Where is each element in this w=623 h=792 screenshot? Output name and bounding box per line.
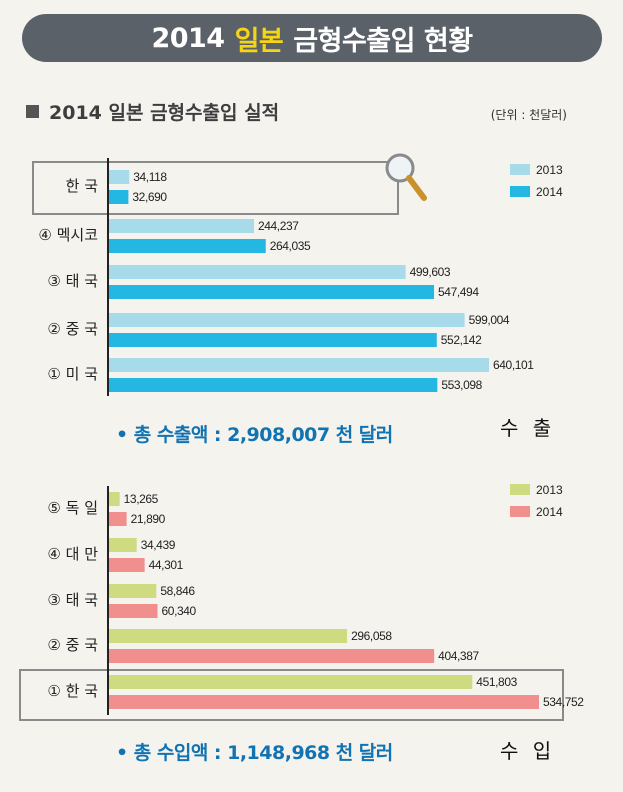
bar-2013 [109, 265, 406, 279]
category-label: 한 국 [66, 177, 99, 195]
bar-2014 [109, 239, 266, 253]
bar-2014 [109, 333, 437, 347]
bar-2013 [109, 492, 120, 506]
legend-label: 2014 [536, 185, 563, 199]
banner-year: 2014 [151, 22, 225, 54]
bar-value-label: 58,846 [160, 584, 195, 598]
bar-value-label: 296,058 [351, 629, 392, 643]
bar-2013 [109, 313, 465, 327]
bar-value-label: 499,603 [410, 265, 451, 279]
bar-value-label: 599,004 [469, 313, 510, 327]
banner-subject: 금형수출입 현황 [293, 25, 473, 57]
category-label: ① 미 국 [47, 365, 98, 383]
highlight-box [19, 669, 564, 721]
legend-label: 2014 [536, 505, 563, 519]
bar-value-label: 451,803 [476, 675, 517, 689]
bar-2013 [109, 170, 130, 184]
bar-value-label: 13,265 [124, 492, 159, 506]
legend-label: 2013 [536, 483, 563, 497]
import-total: • 총 수입액 : 1,148,968 천 달러 [116, 742, 393, 764]
category-label: ② 중 국 [47, 636, 98, 654]
bar-value-label: 404,387 [438, 649, 479, 663]
bar-2014 [109, 378, 438, 392]
bar-2013 [109, 358, 489, 372]
legend-swatch [510, 484, 530, 495]
bar-value-label: 553,098 [441, 378, 482, 392]
bar-value-label: 534,752 [543, 695, 584, 709]
square-bullet-icon [26, 105, 39, 118]
bar-value-label: 34,439 [141, 538, 176, 552]
category-label: ③ 태 국 [47, 272, 98, 290]
category-label: ② 중 국 [47, 320, 98, 338]
legend-swatch [510, 186, 530, 197]
legend-swatch [510, 164, 530, 175]
highlight-box [32, 161, 399, 215]
bar-value-label: 244,237 [258, 219, 299, 233]
category-label: ① 한 국 [47, 682, 98, 700]
bar-value-label: 60,340 [162, 604, 197, 618]
section-heading: 2014 일본 금형수출입 실적 [26, 98, 279, 125]
bar-value-label: 21,890 [131, 512, 166, 526]
banner-country: 일본 [234, 25, 284, 57]
bar-value-label: 552,142 [441, 333, 482, 347]
bar-value-label: 44,301 [149, 558, 184, 572]
bar-2013 [109, 675, 473, 689]
title-banner: 2014 일본 금형수출입 현황 [22, 14, 602, 62]
category-label: ④ 멕시코 [38, 226, 98, 244]
unit-label: (단위 : 천달러) [490, 108, 567, 122]
bar-value-label: 34,118 [133, 170, 167, 184]
bar-2014 [109, 512, 127, 526]
bar-2014 [109, 285, 435, 299]
bar-2013 [109, 584, 157, 598]
bar-2013 [109, 219, 254, 233]
bar-2014 [109, 695, 539, 709]
export-total: • 총 수출액 : 2,908,007 천 달러 [116, 424, 393, 446]
legend-label: 2013 [536, 163, 563, 177]
bar-value-label: 640,101 [493, 358, 534, 372]
bar-2014 [109, 558, 145, 572]
bar-value-label: 264,035 [270, 239, 311, 253]
section-title: 2014 일본 금형수출입 실적 [49, 102, 280, 124]
bar-value-label: 32,690 [132, 190, 167, 204]
category-label: ④ 대 만 [47, 545, 98, 563]
bar-value-label: 547,494 [438, 285, 479, 299]
magnifier-icon [385, 153, 427, 201]
legend-swatch [510, 506, 530, 517]
bar-2014 [109, 649, 435, 663]
export-kind-label: 수 출 [500, 416, 556, 440]
bar-2014 [109, 190, 129, 204]
category-label: ⑤ 독 일 [47, 499, 98, 517]
category-label: ③ 태 국 [47, 591, 98, 609]
bar-2014 [109, 604, 158, 618]
bar-2013 [109, 629, 348, 643]
bar-2013 [109, 538, 137, 552]
import-kind-label: 수 입 [500, 739, 556, 763]
